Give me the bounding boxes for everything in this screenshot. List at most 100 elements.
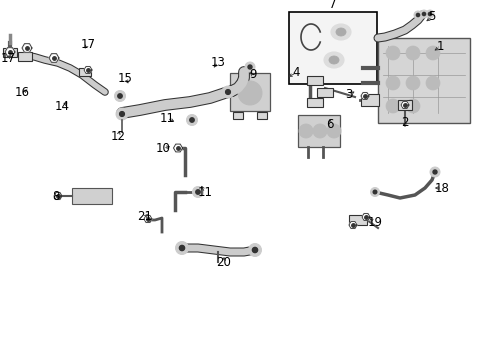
Circle shape bbox=[116, 108, 128, 120]
Circle shape bbox=[425, 76, 439, 90]
Circle shape bbox=[385, 99, 399, 113]
Circle shape bbox=[350, 223, 354, 227]
Circle shape bbox=[114, 90, 125, 102]
Polygon shape bbox=[348, 221, 356, 229]
Bar bbox=[288, 12, 376, 84]
Circle shape bbox=[363, 215, 367, 219]
Circle shape bbox=[372, 190, 376, 194]
Circle shape bbox=[362, 94, 366, 98]
Bar bbox=[306, 76, 323, 85]
Circle shape bbox=[425, 46, 439, 60]
Circle shape bbox=[385, 46, 399, 60]
Polygon shape bbox=[173, 144, 182, 152]
Circle shape bbox=[326, 124, 340, 138]
Text: 17: 17 bbox=[0, 51, 16, 64]
Circle shape bbox=[7, 49, 13, 55]
Circle shape bbox=[225, 90, 230, 94]
Text: 17: 17 bbox=[81, 37, 95, 50]
Circle shape bbox=[405, 46, 419, 60]
Circle shape bbox=[238, 81, 262, 105]
Bar bbox=[377, 38, 469, 123]
Circle shape bbox=[195, 190, 200, 194]
Circle shape bbox=[179, 246, 184, 251]
Circle shape bbox=[385, 76, 399, 90]
Text: 14: 14 bbox=[54, 99, 69, 112]
Circle shape bbox=[175, 242, 188, 255]
Bar bbox=[257, 112, 266, 118]
Bar bbox=[360, 94, 378, 106]
Text: 4: 4 bbox=[292, 67, 299, 80]
Circle shape bbox=[252, 247, 257, 253]
Ellipse shape bbox=[330, 24, 350, 40]
Text: 2: 2 bbox=[401, 116, 408, 129]
Circle shape bbox=[405, 99, 419, 113]
Circle shape bbox=[189, 118, 194, 122]
Circle shape bbox=[416, 13, 419, 17]
Circle shape bbox=[413, 11, 421, 19]
Circle shape bbox=[248, 243, 261, 256]
Text: 10: 10 bbox=[155, 141, 170, 154]
Circle shape bbox=[51, 55, 57, 61]
Circle shape bbox=[312, 124, 326, 138]
Text: 21: 21 bbox=[137, 211, 152, 224]
Bar bbox=[297, 115, 339, 147]
Text: 18: 18 bbox=[434, 181, 448, 194]
Circle shape bbox=[419, 10, 427, 18]
Circle shape bbox=[56, 194, 60, 198]
Circle shape bbox=[118, 94, 122, 98]
Circle shape bbox=[192, 186, 203, 198]
Circle shape bbox=[427, 12, 431, 15]
Circle shape bbox=[186, 114, 197, 126]
Bar bbox=[79, 68, 91, 76]
Bar bbox=[232, 112, 243, 118]
Polygon shape bbox=[361, 213, 369, 220]
Circle shape bbox=[298, 124, 312, 138]
Circle shape bbox=[244, 62, 254, 72]
Bar bbox=[348, 215, 366, 225]
Text: 6: 6 bbox=[325, 117, 333, 130]
Polygon shape bbox=[49, 54, 59, 62]
Bar bbox=[3, 48, 17, 57]
Circle shape bbox=[120, 112, 124, 116]
Circle shape bbox=[145, 217, 150, 221]
Bar bbox=[397, 100, 411, 110]
Circle shape bbox=[24, 45, 30, 51]
Circle shape bbox=[85, 68, 90, 72]
Circle shape bbox=[422, 12, 425, 15]
Circle shape bbox=[370, 188, 379, 197]
Bar bbox=[229, 73, 269, 111]
Circle shape bbox=[222, 86, 234, 98]
Text: 13: 13 bbox=[210, 55, 225, 68]
Circle shape bbox=[402, 103, 407, 107]
Text: 16: 16 bbox=[15, 86, 29, 99]
Text: 11: 11 bbox=[159, 112, 174, 125]
Bar bbox=[72, 188, 112, 204]
Text: 19: 19 bbox=[367, 216, 382, 229]
Circle shape bbox=[432, 170, 436, 174]
Polygon shape bbox=[5, 48, 15, 56]
Circle shape bbox=[175, 145, 180, 150]
Text: 15: 15 bbox=[117, 72, 132, 85]
Polygon shape bbox=[400, 102, 408, 108]
Circle shape bbox=[405, 76, 419, 90]
Bar bbox=[306, 98, 323, 107]
Polygon shape bbox=[143, 216, 152, 222]
Circle shape bbox=[425, 10, 433, 18]
Text: 1: 1 bbox=[435, 40, 443, 54]
Text: 9: 9 bbox=[249, 68, 256, 81]
Text: 5: 5 bbox=[427, 10, 435, 23]
Polygon shape bbox=[22, 44, 32, 52]
Ellipse shape bbox=[324, 52, 343, 68]
Text: 8: 8 bbox=[52, 189, 60, 202]
Circle shape bbox=[247, 65, 251, 69]
Text: 11: 11 bbox=[197, 186, 212, 199]
Text: 3: 3 bbox=[345, 89, 352, 102]
Bar bbox=[316, 87, 332, 96]
Text: 12: 12 bbox=[110, 130, 125, 143]
Polygon shape bbox=[84, 67, 92, 73]
Ellipse shape bbox=[328, 56, 338, 64]
Text: 20: 20 bbox=[216, 256, 231, 269]
Polygon shape bbox=[360, 93, 368, 99]
Circle shape bbox=[429, 167, 439, 177]
Text: 7: 7 bbox=[328, 0, 336, 12]
